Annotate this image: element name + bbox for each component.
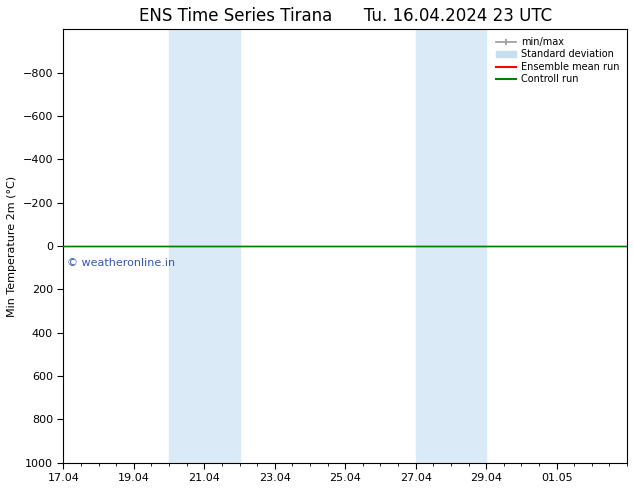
Bar <box>416 29 486 463</box>
Text: © weatheronline.in: © weatheronline.in <box>67 258 175 268</box>
Bar <box>169 29 240 463</box>
Legend: min/max, Standard deviation, Ensemble mean run, Controll run: min/max, Standard deviation, Ensemble me… <box>493 34 622 87</box>
Title: ENS Time Series Tirana      Tu. 16.04.2024 23 UTC: ENS Time Series Tirana Tu. 16.04.2024 23… <box>139 7 552 25</box>
Y-axis label: Min Temperature 2m (°C): Min Temperature 2m (°C) <box>7 175 17 317</box>
